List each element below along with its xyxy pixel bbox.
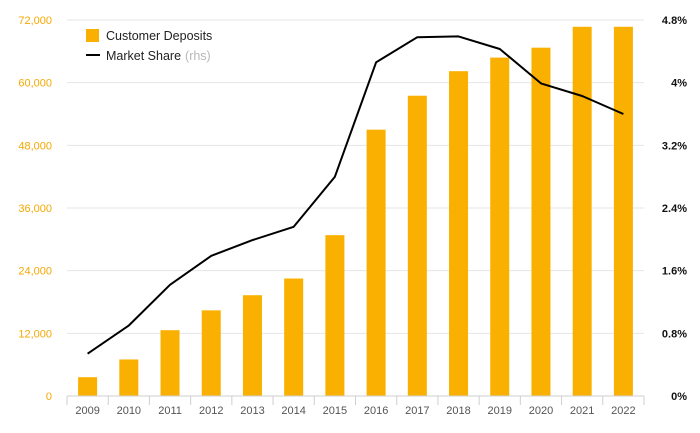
bar-2013 [242, 295, 262, 396]
x-tick-2011: 2011 [158, 405, 182, 417]
right-tick-3: 2.4% [662, 203, 687, 215]
x-tick-2021: 2021 [570, 405, 594, 417]
left-tick-2: 24,000 [18, 266, 52, 278]
right-axis-ticks: 0% 0.8% 1.6% 2.4% 3.2% 4% 4.8% [662, 15, 687, 403]
x-tick-2009: 2009 [75, 405, 99, 417]
bars-customer-deposits [78, 26, 633, 397]
legend-label-rhs: (rhs) [185, 49, 211, 63]
left-tick-4: 48,000 [18, 140, 52, 152]
left-axis-ticks: 0 12,000 24,000 36,000 48,000 60,000 72,000 [18, 15, 52, 403]
x-axis-ticks: 2009 2010 2011 2012 2013 2014 2015 2016 2017 2018… [75, 405, 635, 417]
legend-label-market-share: Market Share [106, 49, 181, 63]
bar-2014 [284, 278, 304, 396]
right-tick-6: 4.8% [662, 15, 687, 27]
left-tick-5: 60,000 [18, 78, 52, 90]
bar-2016 [366, 129, 386, 396]
x-tick-2012: 2012 [199, 405, 223, 417]
x-tick-2013: 2013 [240, 405, 264, 417]
left-tick-0: 0 [46, 391, 52, 403]
bar-2018 [449, 71, 469, 396]
right-tick-1: 0.8% [662, 328, 687, 340]
bar-2022 [613, 26, 633, 397]
right-tick-2: 1.6% [662, 266, 687, 278]
x-tick-2019: 2019 [488, 405, 512, 417]
bar-2021 [572, 26, 592, 397]
legend-swatch-customer-deposits [86, 29, 99, 42]
svg-text:Market Share(rhs): Market Share (rhs) [106, 49, 211, 63]
x-tick-2015: 2015 [323, 405, 347, 417]
x-tick-2022: 2022 [611, 405, 635, 417]
market-share-line [87, 35, 624, 355]
x-tick-2016: 2016 [364, 405, 388, 417]
left-tick-1: 12,000 [18, 328, 52, 340]
bar-2015 [325, 235, 345, 396]
right-tick-4: 3.2% [662, 140, 687, 152]
bar-2009 [78, 377, 98, 396]
gridlines [67, 19, 644, 334]
line-market-share [87, 35, 624, 355]
left-tick-6: 72,000 [18, 15, 52, 27]
bar-2020 [531, 47, 551, 397]
axes [66, 395, 645, 405]
x-tick-2018: 2018 [446, 405, 470, 417]
legend-label-customer-deposits: Customer Deposits [106, 29, 212, 43]
x-tick-2020: 2020 [529, 405, 553, 417]
bar-2012 [201, 310, 221, 396]
bar-2017 [407, 95, 427, 396]
bar-2011 [160, 330, 180, 396]
right-tick-0: 0% [671, 391, 687, 403]
x-tick-2017: 2017 [405, 405, 429, 417]
bar-2019 [490, 57, 510, 396]
legend: Customer Deposits Market Share (rhs) [86, 29, 212, 63]
x-tick-2010: 2010 [117, 405, 141, 417]
bar-2010 [119, 359, 139, 396]
x-tick-2014: 2014 [281, 405, 305, 417]
right-tick-5: 4% [671, 78, 687, 90]
left-tick-3: 36,000 [18, 203, 52, 215]
